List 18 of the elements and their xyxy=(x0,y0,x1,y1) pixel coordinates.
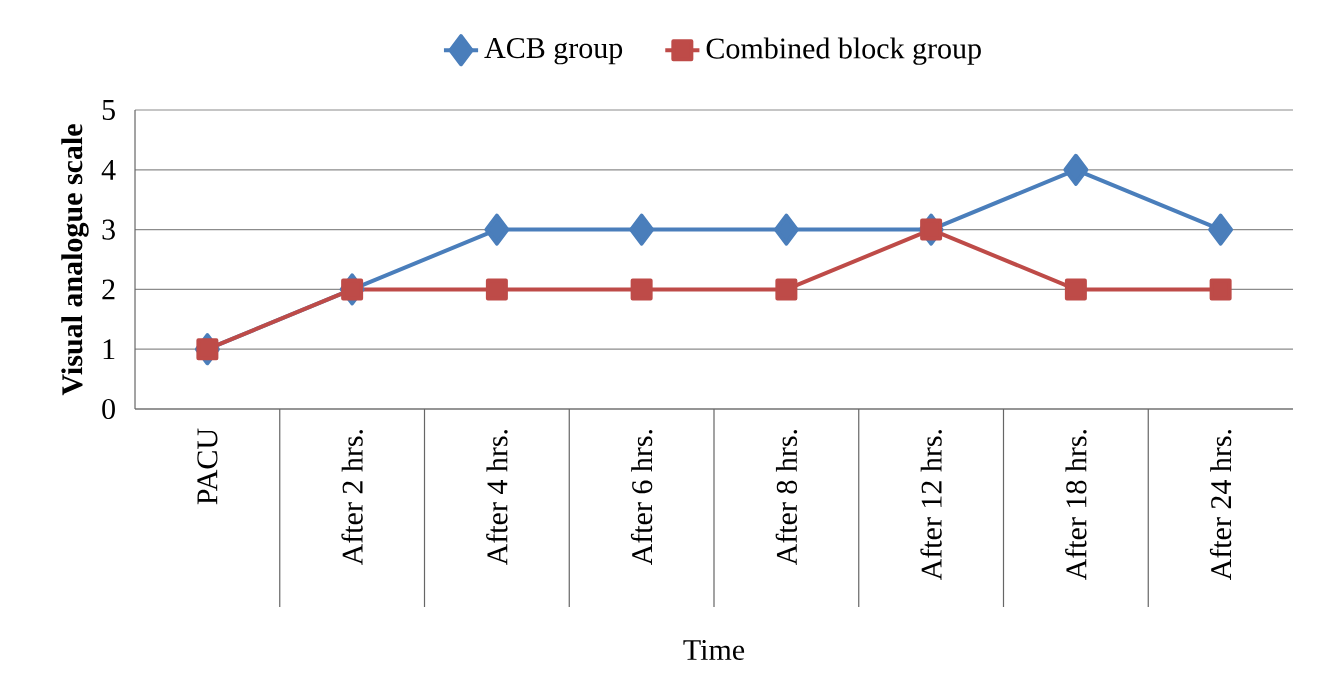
y-tick-label: 0 xyxy=(102,398,115,420)
x-tick-label: After 24 hrs. xyxy=(1209,429,1232,581)
x-tick-label: After 18 hrs. xyxy=(1065,429,1087,581)
x-axis-title: Time xyxy=(683,639,745,661)
y-tick-label: 3 xyxy=(102,219,115,240)
legend-label: ACB group xyxy=(484,38,623,65)
y-tick-label: 2 xyxy=(102,279,115,300)
x-tick-label: After 4 hrs. xyxy=(486,429,508,566)
x-tick-label: After 8 hrs. xyxy=(775,429,798,566)
x-tick-label: After 12 hrs. xyxy=(920,429,942,581)
y-tick-label: 4 xyxy=(101,159,116,180)
x-tick-label: After 6 hrs. xyxy=(630,429,653,566)
legend-label: Combined block group xyxy=(706,37,981,65)
y-tick-label: 5 xyxy=(102,100,115,120)
x-tick-label: PACU xyxy=(197,428,218,505)
y-tick-label: 1 xyxy=(103,339,115,360)
y-axis-title: Visual analogue scale xyxy=(61,124,89,396)
x-tick-label: After 2 hrs. xyxy=(341,429,363,566)
